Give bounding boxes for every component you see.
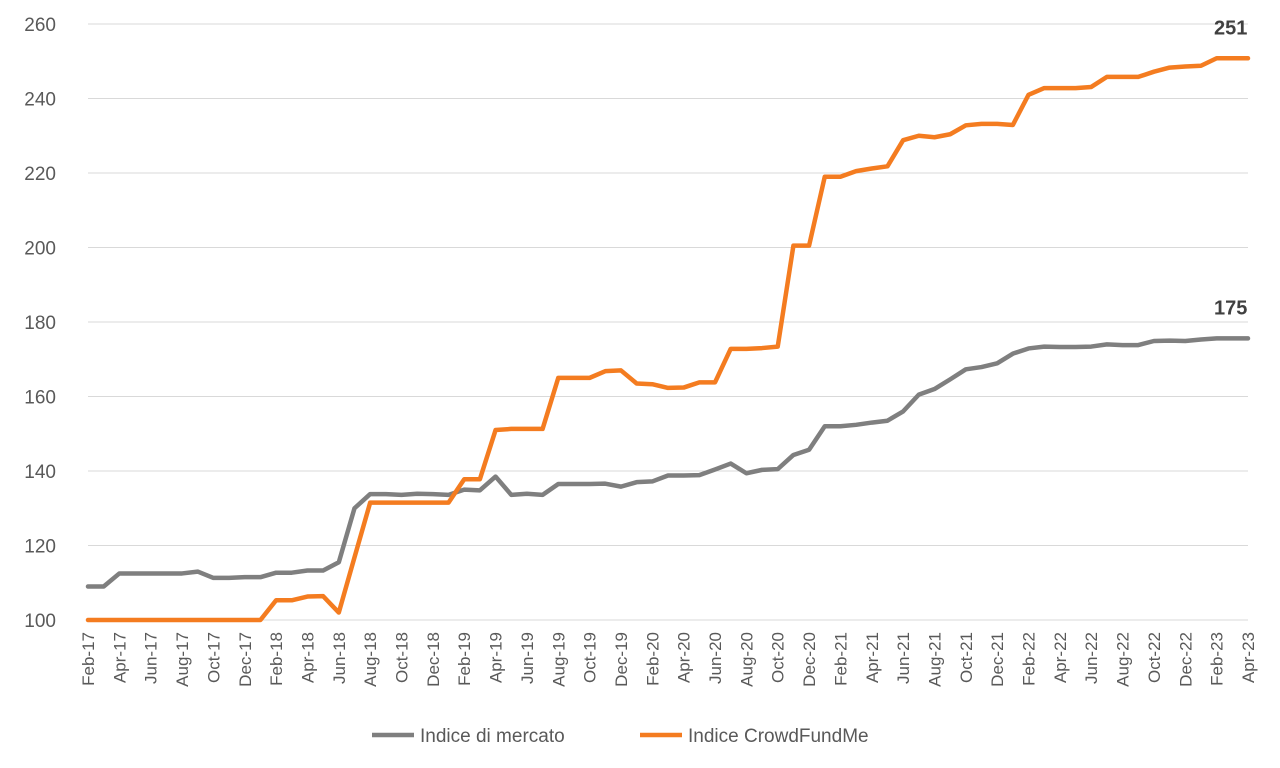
y-tick-label: 180 [24,313,56,334]
x-tick-label: Apr-20 [675,632,694,683]
x-tick-label: Aug-18 [361,632,380,687]
x-tick-label: Apr-21 [863,632,882,683]
gridlines [88,23,1248,621]
x-tick-label: Apr-17 [110,632,129,683]
x-tick-label: Feb-18 [267,632,286,686]
x-tick-label: Feb-20 [643,632,662,686]
x-tick-label: Oct-20 [769,632,788,683]
x-tick-label: Aug-22 [1114,632,1133,687]
x-axis-tick-labels: Feb-17 Apr-17 Jun-17 Aug-17 Oct-17 Dec-17 Feb-… [79,632,1258,687]
x-tick-label: Jun-22 [1082,632,1101,684]
end-value-label: 175 [1214,297,1247,319]
x-tick-label: Apr-22 [1051,632,1070,683]
x-tick-label: Dec-21 [988,632,1007,687]
x-tick-label: Feb-22 [1020,632,1039,686]
x-tick-label: Aug-17 [173,632,192,687]
x-tick-label: Dec-17 [236,632,255,687]
y-tick-label: 220 [24,164,56,185]
x-tick-label: Oct-19 [581,632,600,683]
x-tick-label: Oct-21 [957,632,976,683]
y-tick-label: 200 [24,239,56,260]
x-tick-label: Oct-17 [204,632,223,683]
x-tick-label: Dec-18 [424,632,443,687]
x-tick-label: Dec-19 [612,632,631,687]
y-axis-tick-labels: 100 120 140 160 180 200 220 240 260 [24,15,56,632]
y-tick-label: 160 [24,388,56,409]
series-line-indice-crowdfundme [85,56,1251,623]
y-tick-label: 240 [24,90,56,111]
x-tick-label: Jun-19 [518,632,537,684]
x-tick-label: Aug-20 [737,632,756,687]
x-tick-label: Aug-21 [925,632,944,687]
x-tick-label: Feb-23 [1208,632,1227,686]
x-tick-label: Dec-22 [1176,632,1195,687]
x-tick-label: Apr-23 [1239,632,1258,683]
x-tick-label: Jun-21 [894,632,913,684]
end-value-label: 251 [1214,17,1247,39]
legend: Indice di mercato Indice CrowdFundMe [372,726,869,747]
series-line-indice-di-mercato [85,336,1251,589]
x-tick-label: Feb-21 [831,632,850,686]
x-tick-label: Jun-17 [142,632,161,684]
x-tick-label: Aug-19 [549,632,568,687]
x-tick-label: Dec-20 [800,632,819,687]
y-tick-label: 100 [24,611,56,632]
x-tick-label: Apr-19 [487,632,506,683]
series-lines [85,56,1251,623]
legend-label-crowdfundme: Indice CrowdFundMe [688,726,869,747]
x-tick-label: Jun-18 [330,632,349,684]
x-tick-label: Feb-19 [455,632,474,686]
x-tick-label: Oct-18 [393,632,412,683]
x-tick-label: Oct-22 [1145,632,1164,683]
y-tick-label: 140 [24,462,56,483]
x-tick-label: Apr-18 [298,632,317,683]
y-tick-label: 260 [24,15,56,36]
end-value-labels: 175 251 [1214,17,1247,319]
y-tick-label: 120 [24,537,56,558]
legend-label-market: Indice di mercato [420,726,565,747]
x-tick-label: Feb-17 [79,632,98,686]
x-tick-label: Jun-20 [706,632,725,684]
